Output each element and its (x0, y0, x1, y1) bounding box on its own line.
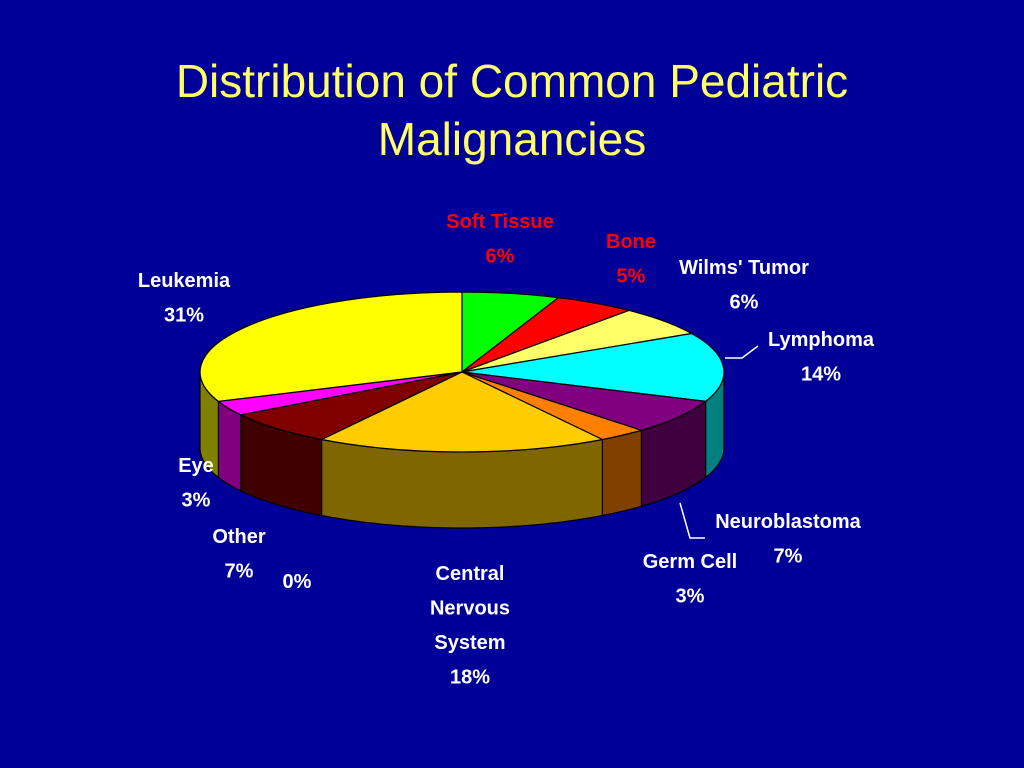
slice-value-label: 0% (283, 571, 312, 593)
slice-name-label: Lymphoma (768, 329, 875, 351)
slice-central-nervous-system (321, 371, 603, 453)
slice-name-label: Soft Tissue (446, 211, 553, 233)
slice-value-label: 31% (164, 305, 204, 327)
label-leukemia: Leukemia 31% (138, 270, 231, 327)
slice-name-label: Neuroblastoma (715, 511, 861, 533)
slice-value-label: 7% (225, 561, 254, 583)
slice-value-label: 5% (617, 266, 646, 288)
chart-title: Distribution of Common Pediatric Maligna… (0, 52, 1024, 168)
label-lymphoma: Lymphoma 14% (768, 329, 875, 386)
slice-value-label: 14% (801, 364, 841, 386)
slice-value-label: 6% (730, 292, 759, 314)
label-central-nervous-system: Central Nervous System 18% (430, 563, 510, 689)
slice-name-label: Nervous (430, 598, 510, 620)
slice-name-label: Central (436, 563, 505, 585)
slice-value-label: 6% (486, 246, 515, 268)
label-zero-percent: 0% (283, 571, 312, 593)
pie-top (199, 291, 725, 453)
slice-value-label: 3% (676, 586, 705, 608)
slice-name-label: System (434, 632, 505, 654)
slice-name-label: Wilms' Tumor (679, 257, 809, 279)
slice-value-label: 18% (450, 667, 490, 689)
slice-value-label: 3% (182, 490, 211, 512)
slice-name-label: Other (212, 526, 266, 548)
label-other: Other 7% (212, 526, 266, 583)
slice-name-label: Leukemia (138, 270, 231, 292)
slice-neuroblastoma (461, 371, 707, 431)
label-germ-cell: Germ Cell 3% (643, 551, 737, 608)
leader-lymphoma (725, 345, 759, 359)
slice-leukemia (199, 291, 463, 402)
slice-name-label: Eye (178, 455, 214, 477)
slice-lymphoma (461, 332, 725, 402)
slice-labels: Soft Tissue 6% Bone 5% Wilms' Tumor 6% Lymphom… (138, 211, 875, 689)
side-eye (217, 400, 242, 492)
label-bone: Bone 5% (606, 231, 656, 288)
side-central-nervous-system (321, 438, 604, 529)
label-eye: Eye 3% (178, 455, 214, 512)
label-neuroblastoma: Neuroblastoma 7% (715, 511, 861, 568)
title-line-2: Malignancies (377, 113, 647, 165)
slice-other (240, 371, 463, 441)
label-soft-tissue: Soft Tissue 6% (446, 211, 553, 268)
slice-value-label: 7% (774, 546, 803, 568)
label-wilms-tumor: Wilms' Tumor 6% (679, 257, 809, 314)
slice-name-label: Germ Cell (643, 551, 737, 573)
side-germ-cell (601, 429, 643, 517)
title-line-1: Distribution of Common Pediatric (175, 55, 849, 107)
leader-neuroblastoma (679, 502, 705, 539)
slice-name-label: Bone (606, 231, 656, 253)
